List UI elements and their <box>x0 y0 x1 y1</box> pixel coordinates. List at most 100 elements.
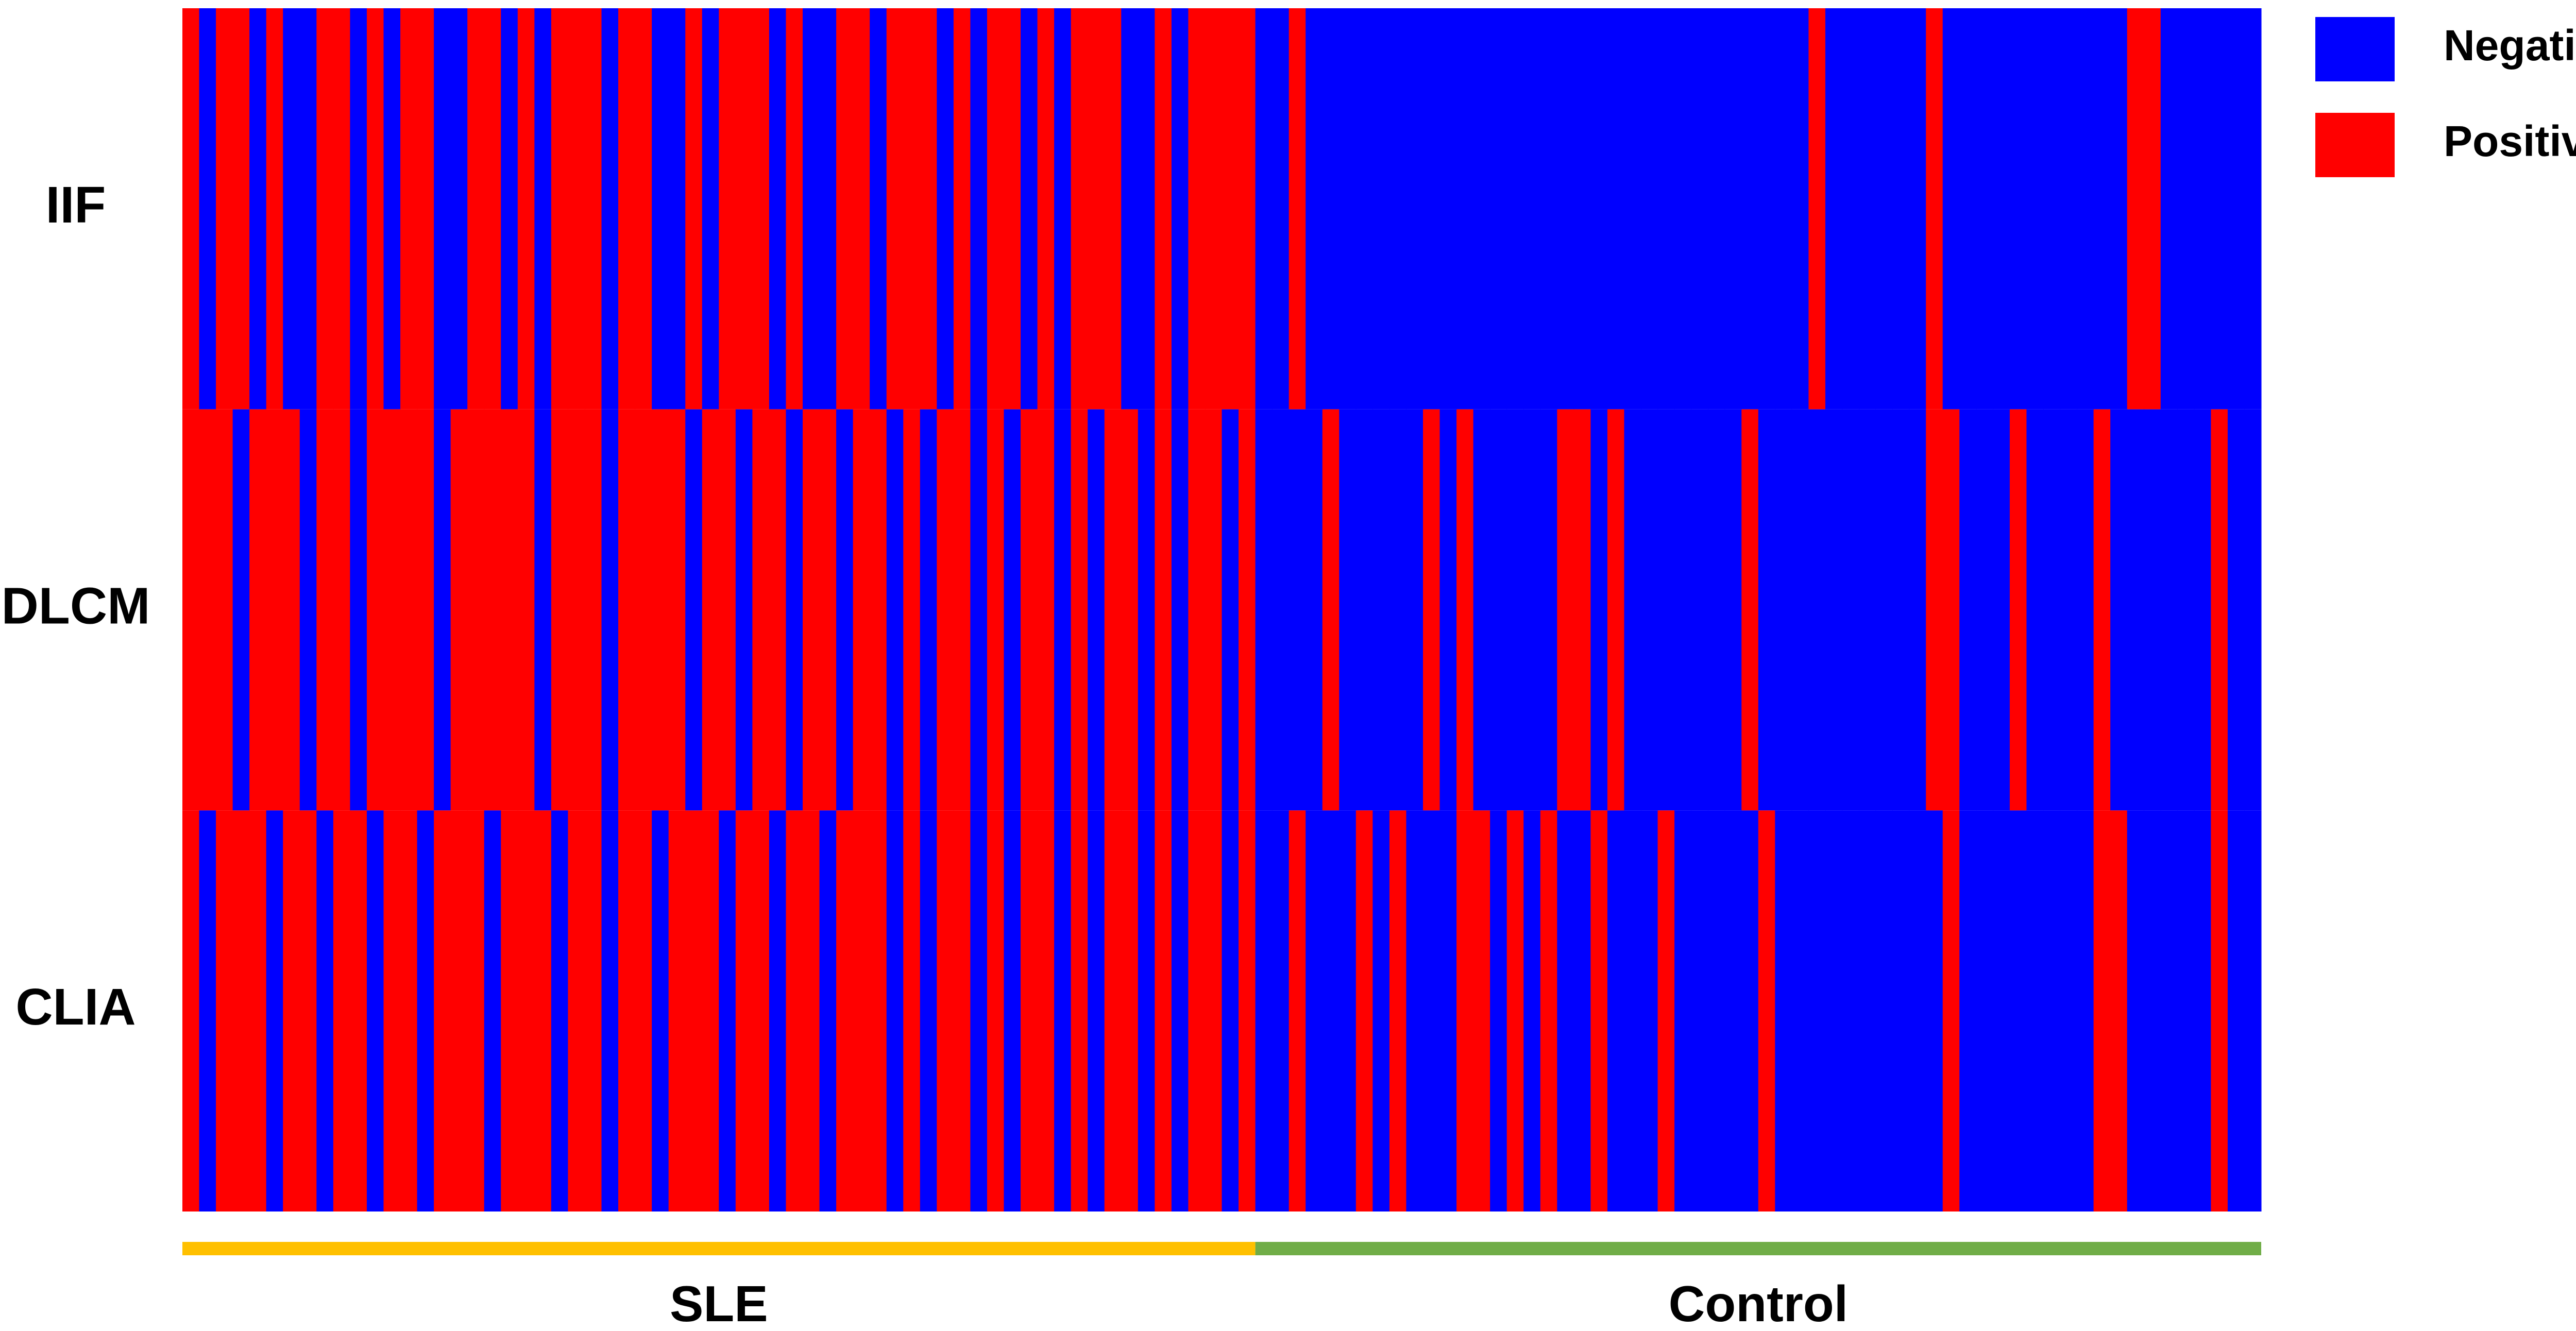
heatmap-cell <box>1791 8 1809 409</box>
heatmap-cell <box>2127 409 2144 811</box>
heatmap-cell <box>1842 8 1859 409</box>
heatmap-cell <box>601 810 619 1211</box>
heatmap-cell <box>1791 409 1809 811</box>
heatmap-cell <box>987 810 1004 1211</box>
heatmap-cell <box>2043 409 2061 811</box>
heatmap-cell <box>584 810 602 1211</box>
heatmap-cell <box>970 810 988 1211</box>
heatmap-cell <box>953 409 971 811</box>
heatmap-cell <box>1473 810 1490 1211</box>
heatmap-cell <box>601 8 619 409</box>
heatmap-cell <box>182 409 200 811</box>
heatmap-cell <box>1959 810 1977 1211</box>
heatmap-cell <box>1054 409 1072 811</box>
heatmap-cell <box>618 409 636 811</box>
heatmap-cell <box>366 8 384 409</box>
heatmap-cell <box>2009 810 2027 1211</box>
heatmap-cell <box>383 810 401 1211</box>
heatmap-cell <box>216 810 233 1211</box>
heatmap-cell <box>1272 810 1290 1211</box>
heatmap-cell <box>1155 409 1172 811</box>
heatmap-cell <box>735 810 753 1211</box>
heatmap-cell <box>752 810 770 1211</box>
heatmap-cell <box>1289 810 1306 1211</box>
heatmap-cell <box>1875 810 1893 1211</box>
heatmap-cell <box>450 409 468 811</box>
heatmap-cell <box>1171 409 1189 811</box>
heatmap-cell <box>266 8 283 409</box>
heatmap-cell <box>434 8 451 409</box>
heatmap-cell <box>584 8 602 409</box>
heatmap-cell <box>1691 409 1708 811</box>
heatmap-cell <box>199 409 216 811</box>
heatmap-cell <box>467 409 485 811</box>
heatmap-cell <box>1573 409 1591 811</box>
heatmap-cell <box>752 8 770 409</box>
heatmap-cell <box>1155 8 1172 409</box>
row-label: CLIA <box>15 978 135 1036</box>
heatmap-cell <box>2177 409 2195 811</box>
heatmap-cell <box>1926 810 1943 1211</box>
heatmap-cell <box>2160 409 2178 811</box>
heatmap-cell <box>719 409 736 811</box>
heatmap-cell <box>1506 810 1524 1211</box>
heatmap-cell <box>1691 8 1708 409</box>
heatmap-cell <box>1657 409 1675 811</box>
heatmap-cell <box>1490 8 1507 409</box>
heatmap-cell <box>1708 409 1725 811</box>
heatmap-cell <box>2244 409 2262 811</box>
heatmap-cell <box>635 409 652 811</box>
heatmap-cell <box>685 8 703 409</box>
heatmap-cell <box>2144 810 2161 1211</box>
heatmap-cell <box>1976 409 1993 811</box>
heatmap-cell <box>1021 8 1038 409</box>
heatmap-cell <box>1138 409 1155 811</box>
heatmap-cell <box>1708 810 1725 1211</box>
heatmap-cell <box>1088 8 1105 409</box>
heatmap-cell <box>1607 810 1624 1211</box>
heatmap-cell <box>1724 8 1742 409</box>
heatmap-cell <box>819 8 837 409</box>
heatmap-cell <box>1724 810 1742 1211</box>
heatmap-cell <box>1456 409 1474 811</box>
heatmap-cell <box>1540 8 1557 409</box>
heatmap-cell <box>517 810 535 1211</box>
heatmap-cell <box>199 810 216 1211</box>
heatmap-cell <box>652 8 669 409</box>
heatmap-cell <box>903 810 921 1211</box>
heatmap-cell <box>1976 8 1993 409</box>
heatmap-cell <box>2227 8 2245 409</box>
heatmap-cell <box>1590 8 1608 409</box>
heatmap-cell <box>1306 810 1323 1211</box>
heatmap-cell <box>1088 810 1105 1211</box>
heatmap-cell <box>1674 810 1692 1211</box>
heatmap-cell <box>1523 409 1541 811</box>
heatmap-cell <box>2093 8 2111 409</box>
heatmap-cell <box>2110 409 2128 811</box>
heatmap-cell <box>1993 409 2010 811</box>
heatmap-cell <box>534 409 552 811</box>
heatmap-cell <box>249 409 267 811</box>
heatmap-cell <box>1859 409 1876 811</box>
heatmap-cell <box>1557 8 1574 409</box>
heatmap-cell <box>417 8 434 409</box>
heatmap-cell <box>1222 810 1239 1211</box>
heatmap-cell <box>2194 810 2211 1211</box>
heatmap-cell <box>2093 810 2111 1211</box>
heatmap-cell <box>1724 409 1742 811</box>
heatmap-cell <box>2177 8 2195 409</box>
heatmap-cell <box>2244 810 2262 1211</box>
heatmap-cell <box>853 8 870 409</box>
heatmap-cell <box>1188 810 1206 1211</box>
heatmap-cell <box>1422 409 1440 811</box>
heatmap-cell <box>1322 8 1340 409</box>
heatmap-cell <box>1104 8 1122 409</box>
heatmap-cell <box>1557 810 1574 1211</box>
heatmap-cell <box>1892 810 1910 1211</box>
row-label: DLCM <box>2 577 150 635</box>
heatmap-cell <box>400 409 418 811</box>
heatmap-cell <box>1942 810 1960 1211</box>
heatmap-cell <box>266 810 283 1211</box>
heatmap-cell <box>350 8 367 409</box>
